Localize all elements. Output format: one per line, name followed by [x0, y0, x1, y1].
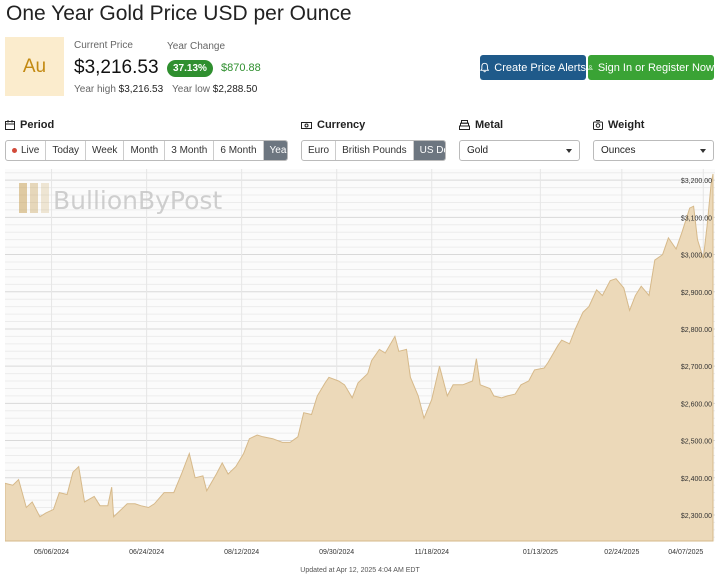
watermark-bar-icon [41, 183, 49, 213]
scale-weight-icon [593, 120, 603, 130]
updated-timestamp: Updated at Apr 12, 2025 4:04 AM EDT [300, 567, 420, 574]
y-tick-label: $2,600.00 [681, 401, 712, 408]
create-price-alerts-label: Create Price Alerts [494, 61, 586, 74]
y-tick-label: $2,800.00 [681, 327, 712, 334]
x-tick-label: 08/12/2024 [224, 549, 259, 556]
currency-label: Currency [317, 119, 366, 131]
y-tick-label: $2,500.00 [681, 439, 712, 446]
y-tick-label: $2,900.00 [681, 290, 712, 297]
calendar-icon [5, 120, 15, 130]
year-change-label: Year Change [167, 41, 226, 52]
year-high-value: $3,216.53 [118, 84, 164, 95]
live-dot-icon [12, 148, 17, 153]
bell-icon [480, 62, 490, 73]
period-option-3-month[interactable]: 3 Month [165, 141, 215, 160]
weight-select[interactable]: Ounces [593, 140, 714, 161]
metal-select[interactable]: Gold [459, 140, 580, 161]
y-tick-label: $2,700.00 [681, 364, 712, 371]
year-high: Year high $3,216.53 [74, 84, 163, 95]
period-option-month[interactable]: Month [124, 141, 166, 160]
period-option-week[interactable]: Week [86, 141, 125, 160]
year-low-label: Year low [172, 84, 210, 95]
watermark-text: BullionByPost [53, 186, 222, 215]
bullion-bars-icon [459, 120, 470, 130]
period-label: Period [20, 119, 55, 131]
year-low: Year low $2,288.50 [172, 84, 257, 95]
metal-heading: Metal [459, 119, 503, 131]
current-price-label: Current Price [74, 40, 133, 51]
period-option-year[interactable]: Year [263, 141, 287, 160]
metal-symbol: Au [22, 55, 47, 77]
year-high-label: Year high [74, 84, 116, 95]
x-tick-label: 01/13/2025 [523, 549, 558, 556]
year-low-value: $2,288.50 [212, 84, 258, 95]
x-tick-label: 04/07/2025 [668, 549, 703, 556]
chevron-down-icon [566, 148, 572, 153]
weight-select-value: Ounces [601, 145, 636, 156]
weight-heading: Weight [593, 119, 644, 131]
price-area-series [4, 173, 714, 542]
period-option-today[interactable]: Today [46, 141, 87, 160]
watermark-bar-icon [30, 183, 38, 213]
gold-price-chart[interactable]: BullionByPost $2,300.00 $2,400.00 $2,500.0… [4, 169, 715, 564]
currency-heading: Currency [301, 119, 365, 131]
currency-option-euro[interactable]: Euro [302, 141, 337, 160]
chevron-down-icon [700, 148, 706, 153]
sign-in-register-label: Sign In or Register Now [597, 61, 714, 74]
period-option-live-label: Live [21, 145, 40, 156]
y-tick-label: $3,100.00 [681, 215, 712, 222]
y-tick-label: $2,300.00 [681, 513, 712, 520]
year-change-amount: $870.88 [221, 62, 261, 74]
x-tick-label: 02/24/2025 [604, 549, 639, 556]
period-heading: Period [5, 119, 54, 131]
user-icon [588, 65, 593, 70]
current-price-value: $3,216.53 [74, 57, 159, 78]
y-tick-label: $2,400.00 [681, 476, 712, 483]
period-selector: Live Today Week Month 3 Month 6 Month Ye… [5, 140, 288, 161]
period-option-6-month[interactable]: 6 Month [214, 141, 264, 160]
sign-in-register-button[interactable]: Sign In or Register Now [588, 55, 714, 80]
y-tick-label: $3,200.00 [681, 178, 712, 185]
x-tick-label: 09/30/2024 [319, 549, 354, 556]
period-option-live[interactable]: Live [6, 141, 47, 160]
y-axis-tick-labels: $2,300.00 $2,400.00 $2,500.00 $2,600.00 $2,7… [681, 178, 712, 520]
x-tick-label: 05/06/2024 [34, 549, 69, 556]
create-price-alerts-button[interactable]: Create Price Alerts [480, 55, 586, 80]
price-chart-svg: BullionByPost $2,300.00 $2,400.00 $2,500.0… [4, 169, 715, 556]
banknote-icon [301, 121, 312, 129]
year-change-percent-badge: 37.13% [167, 60, 213, 77]
metal-symbol-badge: Au [5, 37, 64, 96]
weight-label: Weight [608, 119, 645, 131]
page-title: One Year Gold Price USD per Ounce [6, 2, 352, 25]
currency-selector: Euro British Pounds US Dollar [301, 140, 446, 161]
currency-option-usd[interactable]: US Dollar [413, 141, 445, 160]
watermark-bar-icon [19, 183, 27, 213]
x-tick-label: 11/18/2024 [414, 549, 449, 556]
metal-select-value: Gold [467, 145, 489, 156]
watermark-logo: BullionByPost [19, 183, 222, 215]
currency-option-gbp[interactable]: British Pounds [336, 141, 414, 160]
x-tick-label: 06/24/2024 [129, 549, 164, 556]
x-axis-tick-labels: 05/06/2024 06/24/2024 08/12/2024 09/30/2024… [34, 549, 703, 556]
metal-label: Metal [475, 119, 504, 131]
y-tick-label: $3,000.00 [681, 253, 712, 260]
